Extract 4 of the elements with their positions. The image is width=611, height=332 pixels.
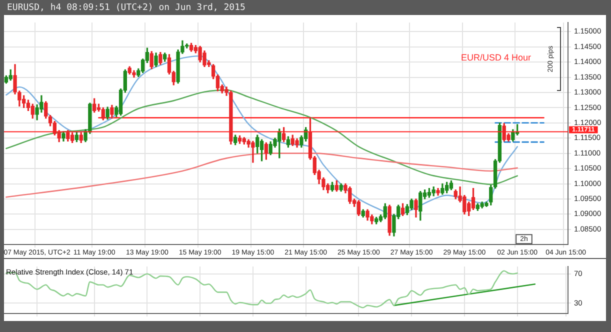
line-series: [6, 270, 518, 308]
chart-title: EURUSD, h4 08:09:51 (UTC+2) on Jun 3rd, 2015: [6, 2, 246, 15]
line-series: [6, 89, 518, 186]
annotation: EUR/USD 4 Hour: [460, 52, 532, 62]
